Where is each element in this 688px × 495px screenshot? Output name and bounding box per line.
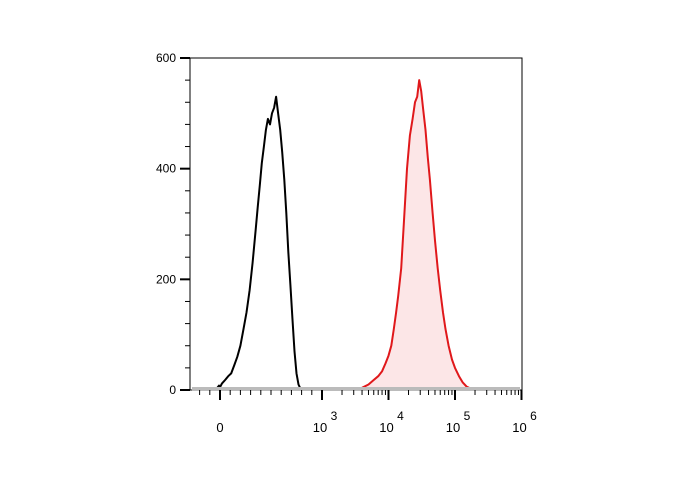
x-tick-exponent: 4	[397, 409, 404, 423]
x-tick-exponent: 5	[464, 409, 471, 423]
y-tick-label: 400	[156, 162, 176, 176]
x-tick-label: 10	[512, 420, 526, 435]
series-line-layer	[214, 79, 476, 391]
y-axis: 0 200 400 600	[156, 51, 190, 397]
x-tick-label: 10	[313, 420, 327, 435]
x-tick-exponent: 3	[331, 409, 338, 423]
y-tick-label: 600	[156, 51, 176, 65]
x-tick-label: 10	[446, 420, 460, 435]
x-tick-exponent: 6	[530, 409, 537, 423]
series-1-line	[214, 95, 304, 391]
x-tick-label: 10	[379, 420, 393, 435]
series-fill-layer	[356, 80, 475, 390]
series-2-line	[356, 79, 476, 391]
x-tick-label: 0	[216, 420, 223, 435]
y-tick-label: 0	[169, 383, 176, 397]
plot-frame	[189, 57, 523, 391]
series-2-fill	[356, 80, 475, 390]
x-axis: 0 10 3 10 4 10 5 10 6	[199, 390, 537, 435]
y-tick-label: 200	[156, 272, 176, 286]
